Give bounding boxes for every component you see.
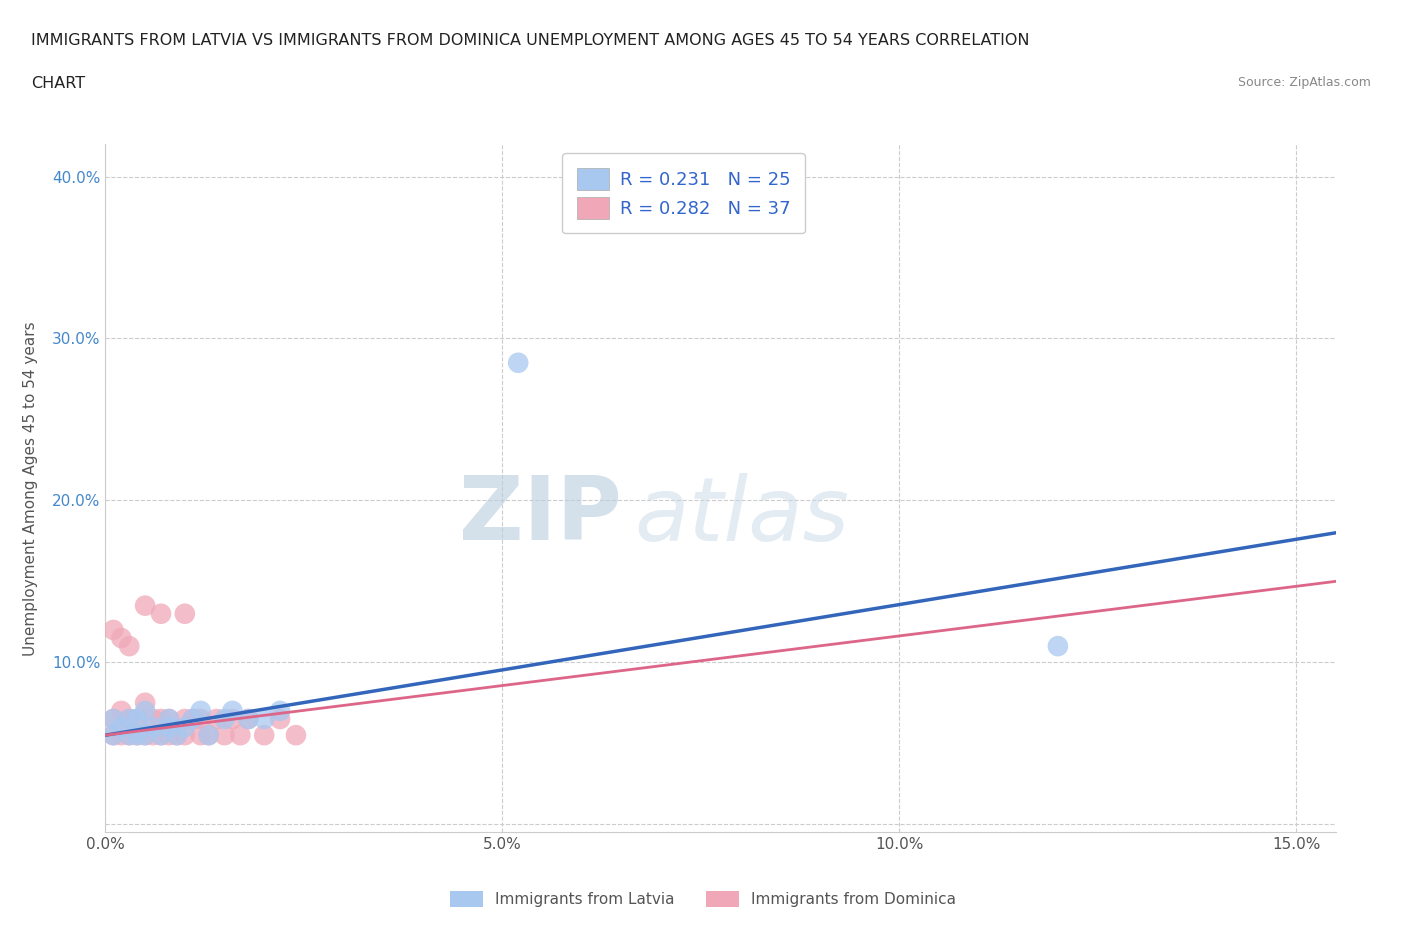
Point: [103, 711, 125, 726]
Point: [221, 703, 243, 718]
Point: [110, 631, 132, 645]
Point: [238, 711, 260, 726]
Point: [134, 728, 156, 743]
Point: [173, 720, 195, 735]
Point: [134, 696, 156, 711]
Point: [197, 728, 219, 743]
Point: [173, 606, 195, 621]
Point: [157, 711, 180, 726]
Point: [229, 728, 252, 743]
Point: [103, 728, 125, 743]
Point: [181, 711, 204, 726]
Point: [110, 720, 132, 735]
Text: ZIP: ZIP: [460, 472, 621, 559]
Point: [127, 728, 149, 743]
Point: [190, 703, 212, 718]
Point: [103, 622, 125, 637]
Point: [166, 728, 188, 743]
Point: [253, 711, 276, 726]
Point: [110, 728, 132, 743]
Point: [118, 711, 141, 726]
Point: [134, 703, 156, 718]
Text: atlas: atlas: [634, 472, 849, 559]
Point: [142, 720, 165, 735]
Point: [269, 711, 291, 726]
Point: [173, 711, 195, 726]
Text: IMMIGRANTS FROM LATVIA VS IMMIGRANTS FROM DOMINICA UNEMPLOYMENT AMONG AGES 45 TO: IMMIGRANTS FROM LATVIA VS IMMIGRANTS FRO…: [31, 33, 1029, 47]
Point: [214, 711, 236, 726]
Point: [238, 711, 260, 726]
Text: Source: ZipAtlas.com: Source: ZipAtlas.com: [1237, 76, 1371, 89]
Point: [142, 728, 165, 743]
Point: [127, 711, 149, 726]
Point: [197, 728, 219, 743]
Point: [190, 728, 212, 743]
Point: [118, 728, 141, 743]
Point: [253, 728, 276, 743]
Legend: R = 0.231   N = 25, R = 0.282   N = 37: R = 0.231 N = 25, R = 0.282 N = 37: [562, 153, 806, 233]
Point: [134, 728, 156, 743]
Point: [166, 728, 188, 743]
Point: [127, 728, 149, 743]
Point: [118, 711, 141, 726]
Point: [103, 728, 125, 743]
Point: [150, 728, 173, 743]
Point: [508, 355, 530, 370]
Point: [190, 711, 212, 726]
Point: [134, 598, 156, 613]
Point: [214, 728, 236, 743]
Point: [127, 711, 149, 726]
Point: [284, 728, 307, 743]
Point: [157, 728, 180, 743]
Legend: Immigrants from Latvia, Immigrants from Dominica: Immigrants from Latvia, Immigrants from …: [443, 884, 963, 913]
Point: [181, 711, 204, 726]
Point: [157, 720, 180, 735]
Point: [150, 606, 173, 621]
Point: [205, 711, 228, 726]
Point: [157, 711, 180, 726]
Point: [150, 711, 173, 726]
Point: [118, 639, 141, 654]
Point: [1046, 639, 1069, 654]
Y-axis label: Unemployment Among Ages 45 to 54 years: Unemployment Among Ages 45 to 54 years: [24, 321, 38, 656]
Point: [269, 703, 291, 718]
Point: [103, 711, 125, 726]
Point: [110, 703, 132, 718]
Point: [173, 728, 195, 743]
Text: CHART: CHART: [31, 76, 84, 91]
Point: [150, 728, 173, 743]
Point: [221, 711, 243, 726]
Point: [142, 711, 165, 726]
Point: [118, 728, 141, 743]
